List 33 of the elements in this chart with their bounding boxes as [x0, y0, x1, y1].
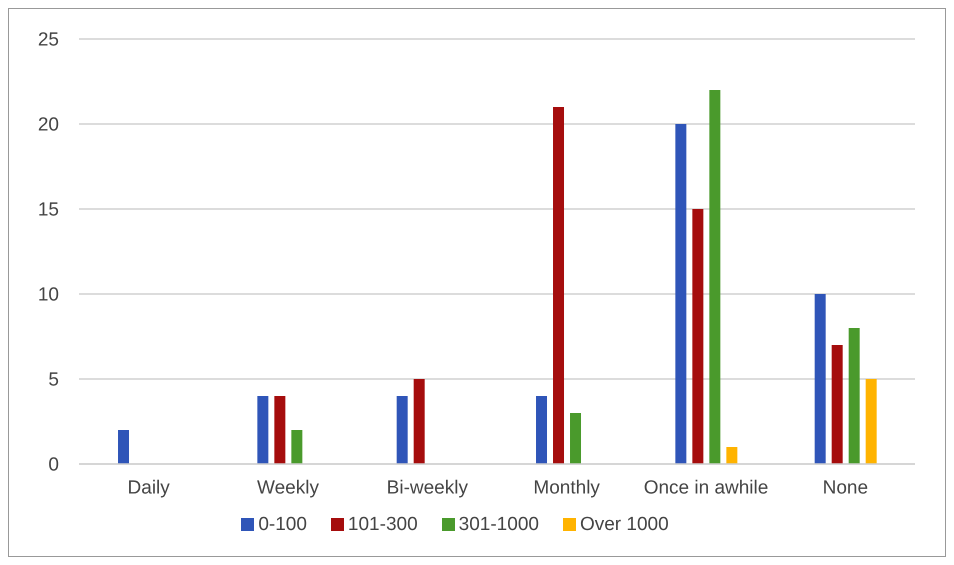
- bar: [848, 328, 860, 464]
- x-tick-label: Once in awhile: [644, 477, 768, 498]
- bar: [866, 379, 877, 464]
- bar: [726, 447, 738, 464]
- bar: [692, 209, 704, 464]
- bar: [553, 107, 564, 464]
- bar: [274, 396, 286, 464]
- x-tick-label: Daily: [128, 477, 170, 498]
- bar: [291, 430, 302, 464]
- legend-label: 0-100: [258, 514, 307, 535]
- bar: [257, 396, 268, 464]
- bar: [675, 124, 686, 464]
- y-tick-label: 5: [48, 370, 59, 391]
- bar: [570, 413, 582, 464]
- y-tick-label: 15: [38, 200, 59, 221]
- y-tick-label: 20: [38, 114, 59, 136]
- x-tick-label: Weekly: [257, 477, 320, 498]
- y-tick-label: 10: [38, 284, 59, 306]
- bar: [832, 345, 843, 464]
- bar: [814, 294, 826, 464]
- legend-label: 301-1000: [458, 514, 539, 535]
- legend-label: Over 1000: [580, 514, 669, 535]
- bar: [536, 396, 548, 464]
- x-tick-label: Bi-weekly: [386, 477, 468, 498]
- x-tick-label: None: [822, 477, 868, 498]
- y-tick-label: 0: [48, 454, 59, 476]
- bar: [118, 430, 130, 464]
- legend-label: 101-300: [348, 514, 418, 535]
- bar: [709, 90, 720, 464]
- x-tick-label: Monthly: [533, 477, 600, 498]
- bar: [396, 396, 408, 464]
- y-tick-label: 25: [38, 30, 59, 51]
- bar: [414, 379, 425, 464]
